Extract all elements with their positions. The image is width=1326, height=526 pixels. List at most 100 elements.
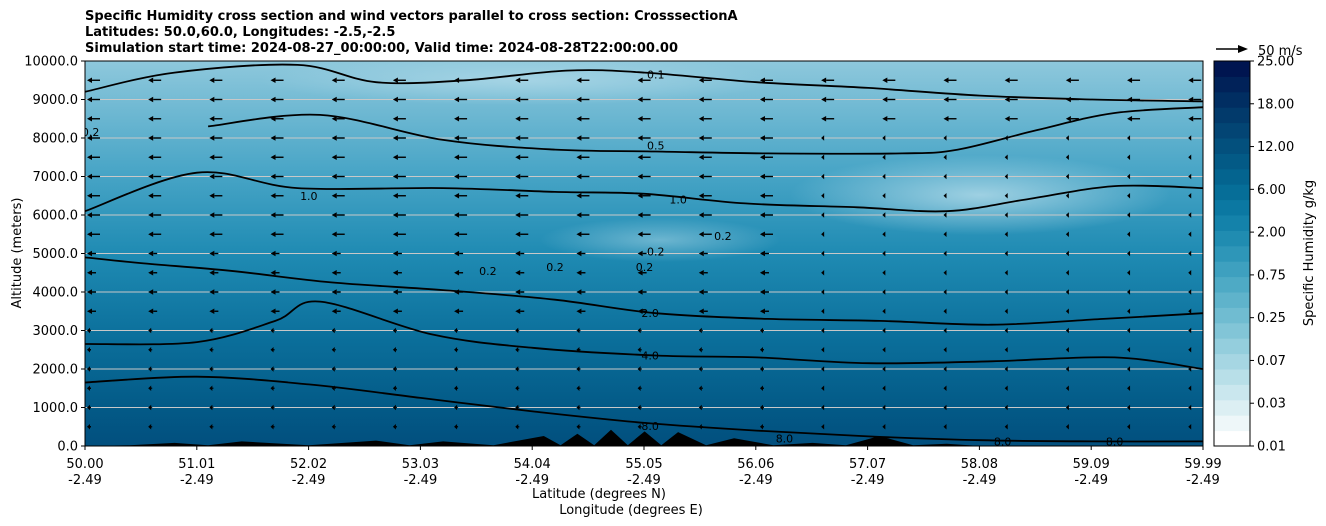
wind-vector-head <box>331 250 337 257</box>
x-tick-label-lon: -2.49 <box>515 473 549 488</box>
wind-legend: 50 m/s <box>1216 44 1303 59</box>
wind-vector <box>209 192 223 199</box>
wind-vector-head <box>1065 308 1069 315</box>
wind-vector <box>1188 77 1202 84</box>
wind-vector <box>87 77 100 84</box>
y-tick-label: 9000.0 <box>33 93 79 108</box>
wind-vector <box>1004 404 1008 411</box>
wind-vector <box>392 423 397 430</box>
wind-vector-head <box>759 173 765 180</box>
x-tick-label-lat: 57.07 <box>849 457 886 472</box>
wind-vector <box>1004 250 1008 257</box>
wind-vector-head <box>576 308 582 315</box>
wind-vector-head <box>148 269 154 276</box>
wind-vector <box>515 269 525 276</box>
wind-vector <box>454 385 459 392</box>
wind-vector-head <box>821 404 825 411</box>
wind-vector <box>209 404 214 411</box>
wind-vector <box>576 289 586 295</box>
wind-vector <box>87 192 100 199</box>
wind-vector-head <box>821 231 825 238</box>
wind-vector <box>1004 77 1018 84</box>
wind-vector <box>882 173 886 180</box>
wind-vector-head <box>821 173 825 180</box>
wind-vector <box>454 96 468 103</box>
wind-vector <box>637 385 642 392</box>
wind-vector <box>637 212 651 218</box>
wind-vector-head <box>1065 231 1069 238</box>
wind-vector <box>698 173 712 180</box>
wind-vector <box>1065 77 1079 84</box>
wind-vector-head <box>148 231 154 238</box>
wind-vector <box>637 135 651 141</box>
wind-vector-head <box>270 346 274 353</box>
contour-label: 0.5 <box>647 140 665 153</box>
wind-vector <box>270 289 280 295</box>
y-tick-label: 8000.0 <box>33 132 79 147</box>
wind-vector-head <box>821 327 825 334</box>
wind-vector <box>882 192 886 199</box>
wind-vector-head <box>1188 154 1192 161</box>
wind-vector-head <box>454 212 460 218</box>
wind-vector <box>454 308 464 315</box>
wind-vector <box>821 192 825 199</box>
wind-vector-head <box>454 231 460 238</box>
wind-vector <box>1127 115 1141 122</box>
wind-vector-head <box>1004 77 1010 84</box>
colorbar-title: Specific Humidity g/kg <box>1302 180 1317 326</box>
wind-vector <box>637 77 651 84</box>
wind-vector <box>515 346 520 353</box>
x-axis-title-longitude: Longitude (degrees E) <box>559 503 703 518</box>
wind-vector-head <box>637 423 641 430</box>
wind-vector <box>576 96 590 103</box>
wind-vector <box>1188 231 1192 238</box>
wind-vector-head <box>454 154 460 161</box>
wind-vector-head <box>821 250 825 257</box>
wind-vector-head <box>515 423 519 430</box>
wind-vector <box>148 154 162 161</box>
x-tick-label-lon: -2.49 <box>963 473 997 488</box>
wind-vector-head <box>637 173 643 180</box>
wind-vector <box>87 404 91 411</box>
wind-vector-head <box>698 366 702 372</box>
wind-vector <box>576 212 590 218</box>
wind-vector-head <box>87 366 90 372</box>
wind-vector <box>576 192 590 199</box>
wind-vector-head <box>576 173 582 180</box>
x-tick-label-lat: 52.02 <box>290 457 327 472</box>
wind-vector <box>1127 173 1131 180</box>
wind-vector <box>821 154 825 161</box>
wind-vector <box>454 231 468 238</box>
wind-vector-head <box>1004 231 1008 238</box>
wind-vector <box>515 96 529 103</box>
wind-vector-head <box>515 77 521 84</box>
wind-vector-head <box>331 96 337 103</box>
wind-vector-head <box>1127 231 1131 238</box>
wind-vector-head <box>821 77 827 84</box>
wind-vector-head <box>454 385 458 392</box>
wind-vector-head <box>331 269 337 276</box>
wind-vector-head <box>270 423 274 430</box>
wind-vector-head <box>1065 77 1071 84</box>
wind-vector-head <box>148 289 154 295</box>
wind-vector-head <box>270 404 274 411</box>
wind-vector-head <box>270 77 276 84</box>
wind-vector <box>637 173 651 180</box>
wind-vector-head <box>882 250 886 257</box>
wind-vector-head <box>882 212 886 218</box>
wind-vector-head <box>882 346 886 353</box>
wind-vector <box>392 115 406 122</box>
wind-vector <box>454 269 464 276</box>
wind-vector <box>759 173 773 180</box>
wind-vector-head <box>1065 289 1069 295</box>
wind-vector-head <box>392 96 398 103</box>
wind-vector <box>698 385 703 392</box>
colorbar-tick-label: 0.75 <box>1257 268 1286 283</box>
wind-vector <box>1065 135 1069 141</box>
wind-vector <box>637 154 651 161</box>
x-tick-label-lon: -2.49 <box>180 473 214 488</box>
terrain-silhouette <box>85 429 1203 446</box>
wind-vector-head <box>759 327 763 334</box>
contour-label: 0.2 <box>636 261 654 274</box>
